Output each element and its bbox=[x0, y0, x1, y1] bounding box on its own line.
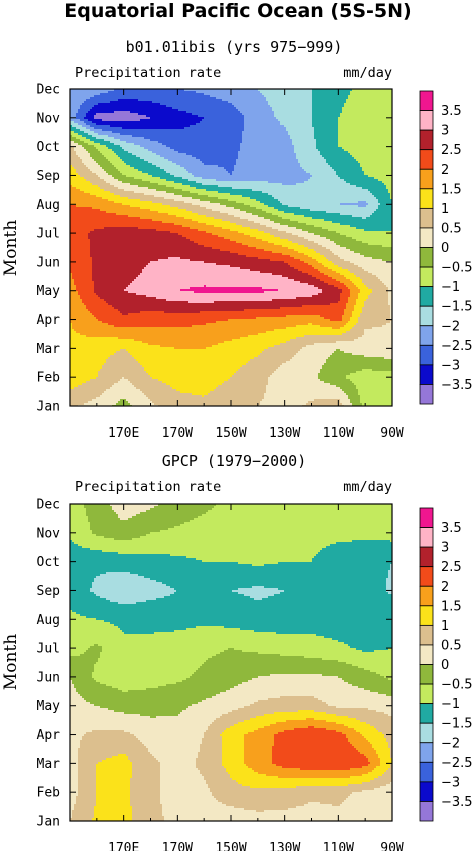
panel-top-plot bbox=[70, 89, 392, 406]
figure-title: Equatorial Pacific Ocean (5S-5N) bbox=[64, 0, 411, 22]
panel-top: b01.01ibis (yrs 975−999) Precipitation r… bbox=[1, 38, 473, 441]
panel-top-units-label: mm/day bbox=[343, 65, 392, 81]
panel-top-subtitle: b01.01ibis (yrs 975−999) bbox=[126, 38, 343, 56]
panel-top-ylabel: Month bbox=[1, 220, 21, 276]
panel-top-variable-label: Precipitation rate bbox=[75, 65, 221, 81]
